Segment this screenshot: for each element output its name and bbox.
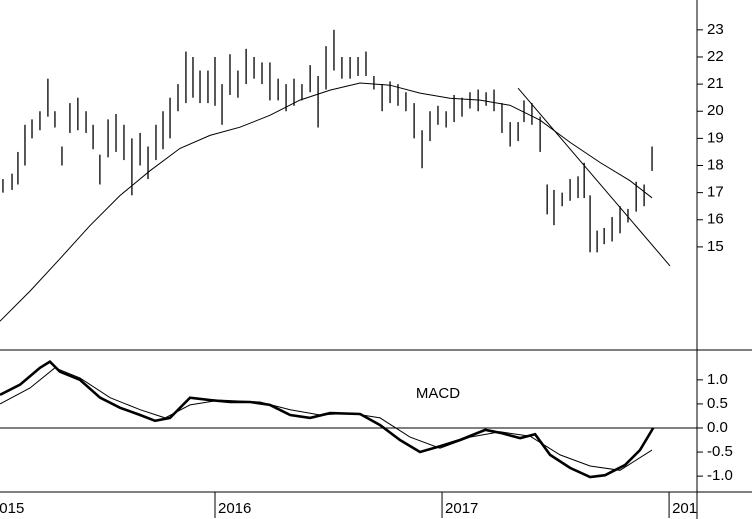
annotation: MACD [416,385,460,402]
moving-average [0,82,653,322]
y-tick-label: 19 [707,129,724,146]
y-tick-label: 23 [707,21,724,38]
y-tick-label: 0.0 [707,419,728,436]
plot-area: MACD [0,29,697,479]
x-tick-label: 2016 [218,500,251,517]
y-tick-label: 21 [707,75,724,92]
y-tick-label: 20 [707,102,724,119]
y-tick-label: 16 [707,211,724,228]
y-tick-label: -1.0 [707,467,733,484]
y-tick-label: -0.5 [707,443,733,460]
macd-line [0,359,655,479]
signal-line [0,367,653,471]
y-tick-label: 1.0 [707,371,728,388]
y-tick-label: 17 [707,184,724,201]
y-tick-label: 15 [707,238,724,255]
y-tick-label: 22 [707,48,724,65]
trend-line [517,87,671,267]
y-tick-label: 0.5 [707,395,728,412]
x-labels: 2015 2016 2017 2018 [0,500,705,517]
y-tick-label: 18 [707,156,724,173]
x-tick-label: 2017 [445,500,478,517]
x-tick-label: 2018 [672,500,705,517]
x-tick-label: 2015 [0,500,24,517]
